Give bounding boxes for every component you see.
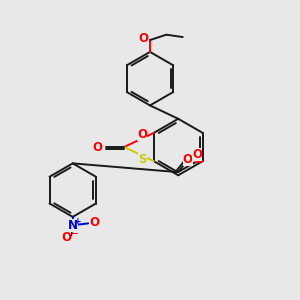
Text: O: O bbox=[89, 216, 99, 229]
Text: O: O bbox=[139, 32, 148, 45]
Text: +: + bbox=[74, 217, 82, 226]
Text: O: O bbox=[137, 128, 148, 141]
Text: O: O bbox=[92, 140, 102, 154]
Text: O: O bbox=[61, 231, 71, 244]
Text: N: N bbox=[68, 219, 78, 232]
Text: −: − bbox=[70, 229, 78, 238]
Text: S: S bbox=[138, 153, 147, 166]
Text: O: O bbox=[183, 153, 193, 166]
Text: O: O bbox=[192, 148, 202, 161]
